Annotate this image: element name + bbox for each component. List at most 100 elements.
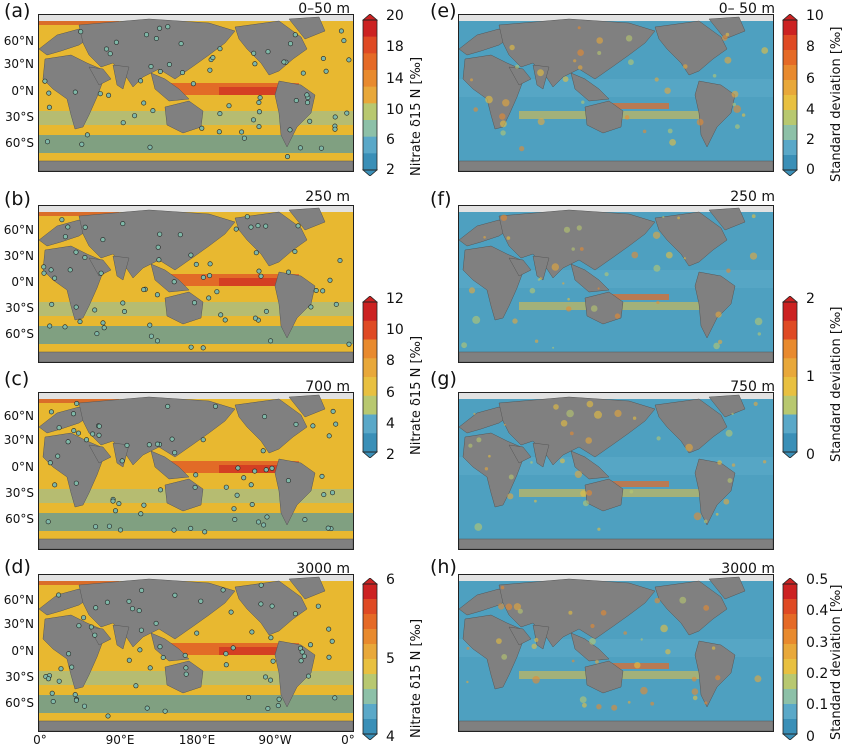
variability-patch — [691, 688, 699, 695]
variability-patch — [595, 659, 599, 664]
arabia-landmass — [508, 444, 532, 464]
antarctica-landmass — [39, 160, 353, 171]
arabia-landmass — [88, 66, 112, 86]
station-marker — [118, 527, 124, 533]
colorbar-tick: 2 — [806, 291, 815, 307]
station-marker — [217, 111, 223, 117]
variability-patch — [530, 461, 533, 464]
station-marker — [96, 432, 102, 438]
se-asia-landmass — [570, 72, 610, 102]
panel-label-f: (f) — [430, 188, 452, 210]
variability-patch — [552, 346, 555, 349]
colorbar-segment — [783, 20, 797, 36]
variability-patch — [696, 118, 704, 126]
lat-label: 0°N — [11, 275, 34, 289]
variability-patch — [537, 278, 541, 281]
colorbar-segment — [363, 377, 377, 397]
station-marker — [139, 587, 145, 593]
colorbar-segment — [363, 302, 377, 322]
map-canvas — [459, 393, 773, 549]
station-marker — [321, 492, 327, 498]
station-marker — [98, 270, 104, 276]
variability-patch — [717, 339, 723, 345]
station-marker — [304, 100, 310, 106]
station-marker — [330, 408, 336, 414]
station-marker — [171, 279, 177, 285]
s-america-landmass — [274, 80, 316, 148]
lat-label: 30°S — [5, 110, 34, 124]
variability-patch — [704, 701, 708, 705]
station-marker — [84, 132, 90, 138]
station-marker — [210, 55, 216, 61]
variability-patch — [573, 59, 577, 63]
colorbar-tick: 5 — [386, 651, 395, 667]
colorbar-tick: 6 — [386, 132, 395, 148]
lon-label: 90°W — [258, 733, 292, 747]
arabia-landmass — [88, 444, 112, 464]
station-marker — [42, 78, 48, 84]
station-marker — [72, 89, 78, 95]
variability-patch — [715, 675, 721, 681]
variability-patch — [640, 686, 648, 695]
variability-patch — [485, 95, 493, 104]
station-marker — [72, 692, 78, 698]
variability-patch — [735, 124, 740, 129]
station-marker — [207, 67, 213, 73]
station-marker — [199, 125, 205, 131]
station-marker — [257, 95, 263, 101]
n-america-landmass — [234, 211, 308, 267]
station-marker — [155, 244, 161, 250]
station-marker — [73, 304, 79, 310]
variability-patch — [703, 605, 710, 611]
asia-landmass — [498, 578, 656, 648]
station-marker — [268, 677, 274, 683]
lat-label: 30°N — [3, 249, 34, 263]
s-america-landmass — [694, 640, 736, 708]
station-marker — [62, 234, 68, 240]
variability-patch — [501, 654, 508, 660]
africa-landmass — [462, 54, 524, 130]
station-marker — [249, 502, 255, 508]
station-marker — [47, 460, 53, 466]
variability-patch — [703, 519, 708, 524]
colorbar-tick: 0.1 — [806, 697, 829, 713]
value-band — [609, 103, 669, 109]
variability-patch — [560, 420, 568, 427]
arabia-landmass — [88, 626, 112, 646]
lat-label: 0°N — [11, 644, 34, 658]
variability-patch — [466, 646, 470, 650]
colorbar-segment — [783, 644, 797, 660]
variability-patch — [553, 404, 559, 410]
station-marker — [147, 144, 153, 150]
station-marker — [138, 78, 144, 84]
station-marker — [329, 490, 335, 496]
station-marker — [327, 277, 333, 283]
greenland-landmass — [288, 207, 326, 231]
variability-patch — [534, 637, 539, 643]
variability-patch — [713, 342, 720, 350]
station-marker — [122, 309, 128, 315]
station-marker — [341, 38, 347, 44]
station-marker — [256, 268, 262, 274]
n-america-landmass — [654, 580, 728, 636]
colorbar-frame — [362, 19, 378, 171]
station-marker — [344, 110, 350, 116]
station-marker — [241, 475, 247, 481]
value-band — [39, 326, 353, 344]
station-marker — [300, 70, 306, 76]
variability-patch — [571, 247, 575, 251]
variability-patch — [496, 638, 502, 644]
se-asia-landmass — [570, 263, 610, 293]
map-panel-b — [38, 205, 354, 363]
variability-patch — [597, 527, 601, 531]
greenland-landmass — [288, 576, 326, 600]
station-marker — [192, 300, 198, 306]
variability-patch — [753, 401, 758, 406]
station-marker — [56, 425, 62, 431]
depth-label-a: 0–50 m — [298, 1, 350, 17]
variability-patch — [577, 26, 581, 30]
colorbar-tick: 20 — [386, 8, 404, 24]
station-marker — [288, 41, 294, 47]
station-marker — [158, 487, 164, 493]
panel-label-g: (g) — [430, 368, 457, 390]
